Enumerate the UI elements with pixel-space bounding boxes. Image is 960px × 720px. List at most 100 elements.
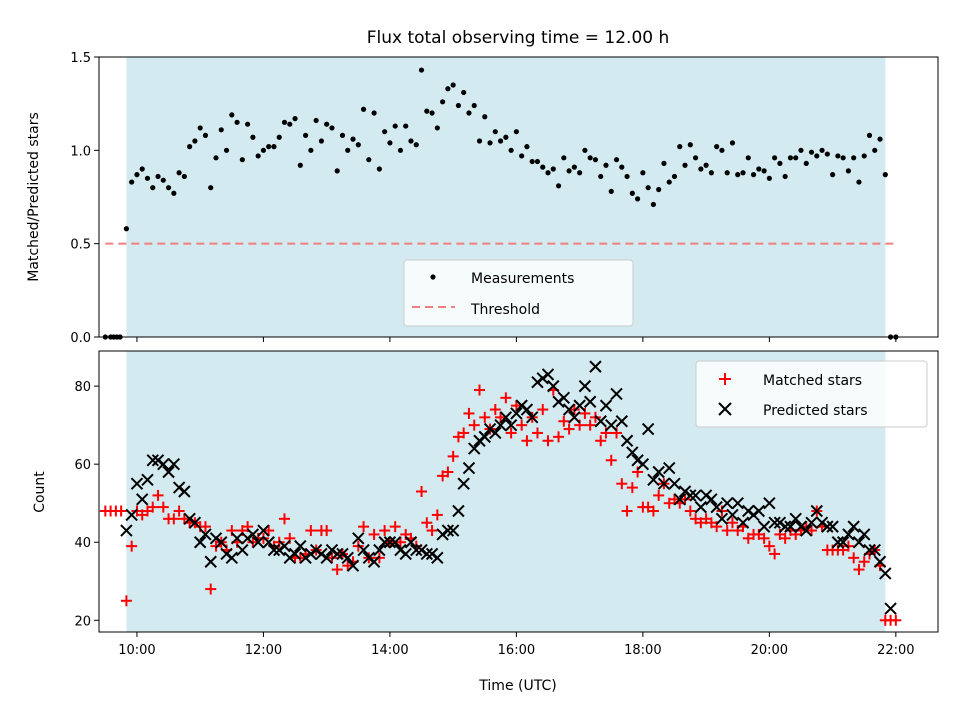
x-tick-label: 22:00 [877, 643, 914, 658]
measurement-point [603, 162, 609, 168]
measurement-point [445, 86, 451, 92]
predicted-star-point [120, 524, 133, 537]
matched-star-point [358, 521, 370, 533]
measurement-point [555, 183, 562, 189]
predicted-star-point [225, 551, 239, 565]
measurement-point [861, 153, 867, 159]
predicted-star-point [847, 520, 860, 533]
measurement-point [656, 186, 662, 193]
measurement-point [766, 175, 772, 181]
predicted-star-point [800, 524, 813, 537]
predicted-star-point [388, 536, 402, 549]
measurement-point [129, 179, 135, 185]
measurement-point [197, 125, 203, 131]
matched-star-point [806, 525, 818, 537]
matched-star-point [890, 614, 902, 626]
predicted-star-point [626, 446, 639, 459]
predicted-star-point [157, 457, 170, 471]
predicted-star-point [763, 497, 776, 510]
measurement-point [829, 172, 836, 178]
measurement-point [682, 162, 688, 168]
predicted-star-point [720, 497, 734, 510]
predicted-star-point [525, 411, 539, 424]
matched-star-point [115, 505, 127, 517]
measurement-point [529, 158, 535, 165]
bottom-y-tick-label: 20 [74, 614, 91, 629]
matched-star-point [521, 435, 533, 447]
matched-star-point [126, 540, 138, 552]
measurement-point [772, 155, 778, 161]
measurement-point [798, 147, 804, 153]
measurement-point [824, 151, 830, 157]
matched-star-point [542, 435, 554, 447]
predicted-star-point [341, 551, 354, 565]
predicted-star-point [562, 403, 576, 416]
measurement-point [318, 138, 324, 144]
measurement-point [297, 162, 303, 168]
legend-marker-matched [719, 373, 731, 385]
matched-star-point [205, 583, 217, 595]
predicted-star-point [568, 411, 581, 424]
top-y-tick-label: 0.5 [70, 238, 91, 253]
predicted-star-point [657, 477, 671, 490]
bottom-y-axis-label: Count [32, 471, 48, 513]
predicted-star-point [468, 442, 481, 455]
measurement-point [661, 160, 667, 166]
measurement-point [397, 147, 404, 153]
predicted-star-point [689, 489, 702, 502]
matched-star-point [510, 400, 522, 412]
predicted-star-point [431, 551, 444, 565]
matched-star-point [500, 392, 512, 404]
measurement-point [339, 132, 346, 138]
measurement-point [434, 125, 440, 131]
predicted-star-point [462, 461, 476, 475]
top-legend: Measurements Threshold [403, 259, 634, 327]
measurement-point [814, 153, 820, 159]
measurement-point [872, 147, 878, 153]
bottom-points-layer [99, 360, 902, 626]
measurement-point [355, 142, 361, 148]
predicted-star-point [204, 555, 217, 568]
top-axes-frame [98, 56, 939, 338]
matched-star-point [157, 501, 169, 513]
predicted-star-point [288, 547, 302, 561]
predicted-star-point [557, 391, 571, 405]
measurement-point [735, 172, 741, 178]
predicted-star-point [726, 508, 739, 522]
predicted-star-point [768, 516, 781, 529]
measurement-point [440, 99, 446, 105]
measurement-point [629, 190, 635, 196]
measurement-point [566, 168, 572, 174]
measurement-point [761, 168, 767, 174]
measurement-point [819, 147, 825, 153]
measurement-point [223, 147, 230, 153]
measurement-point [519, 153, 525, 159]
measurement-point [213, 155, 219, 161]
measurement-point [176, 170, 182, 176]
predicted-star-point [215, 536, 228, 549]
measurement-point [202, 132, 209, 138]
predicted-star-point [494, 418, 507, 432]
predicted-star-point [167, 457, 181, 471]
measurement-point [524, 144, 530, 150]
predicted-star-point [784, 520, 797, 533]
predicted-star-point [420, 547, 434, 561]
predicted-star-point [589, 360, 602, 373]
measurement-point [508, 147, 514, 153]
measurement-point [582, 147, 588, 153]
measurement-point [250, 134, 256, 140]
measurement-point [866, 132, 873, 138]
predicted-star-point [831, 536, 845, 549]
measurement-point [550, 166, 556, 172]
matched-star-point [595, 435, 607, 447]
bottom-y-ticks: 20 40 60 80 [74, 380, 99, 629]
measurement-point [165, 185, 172, 191]
x-tick-label: 20:00 [751, 643, 788, 658]
matched-star-point [173, 505, 185, 517]
measurement-point [276, 134, 282, 140]
measurement-point [350, 136, 356, 142]
matched-star-point [616, 478, 628, 490]
matched-star-point [199, 521, 211, 533]
measurement-point [645, 185, 651, 191]
